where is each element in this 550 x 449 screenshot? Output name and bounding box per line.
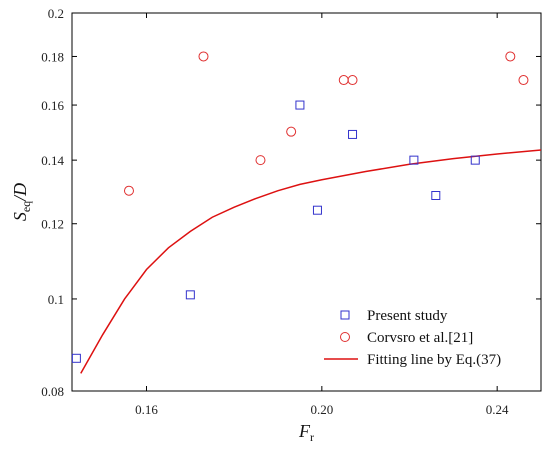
- corvsro-point: [505, 51, 516, 62]
- present-study-point: [431, 190, 441, 200]
- corvsro-point: [286, 126, 297, 137]
- x-axis-label-main: F: [298, 421, 311, 441]
- y-axis-label: Seq/D: [10, 183, 33, 221]
- legend-label-corvsro: Corvsro et al.[21]: [367, 330, 473, 346]
- y-axis-label-main: S: [10, 212, 30, 221]
- present-study-point: [295, 100, 305, 110]
- y-tick-label: 0.2: [48, 6, 64, 21]
- corvsro-point: [518, 75, 529, 86]
- y-tick-label: 0.16: [41, 98, 64, 113]
- y-tick-label: 0.14: [41, 153, 64, 168]
- corvsro-point: [347, 75, 358, 86]
- legend-square-marker: [340, 310, 350, 320]
- x-tick-label: 0.16: [135, 402, 158, 417]
- corvsro-point: [255, 155, 266, 166]
- present-study-point: [71, 353, 81, 363]
- axes: 0.16 0.20 0.24 0.08 0.1 0.12 0.14 0.16 0.18 0.2: [41, 6, 541, 417]
- legend-label-present-study: Present study: [367, 308, 448, 324]
- y-tick-label: 0.1: [48, 292, 64, 307]
- x-tick-label: 0.24: [486, 402, 509, 417]
- y-axis-label-sub: eq: [19, 201, 33, 212]
- legend-item-corvsro: Corvsro et al.[21]: [340, 330, 473, 346]
- fitting-line: [80, 149, 542, 374]
- present-study-point: [348, 129, 358, 139]
- x-tick-label: 0.20: [310, 402, 333, 417]
- y-tick-label: 0.08: [41, 384, 64, 399]
- legend-item-fitting-line: Fitting line by Eq.(37): [324, 352, 501, 368]
- present-study-point: [470, 155, 480, 165]
- corvsro-point: [123, 185, 134, 196]
- legend-circle-marker: [340, 332, 350, 342]
- x-axis-label-sub: r: [310, 430, 314, 444]
- y-axis-label-tail: /D: [10, 183, 30, 202]
- y-tick-label: 0.12: [41, 217, 64, 232]
- present-study-point: [409, 155, 419, 165]
- corvsro-point: [338, 75, 349, 86]
- legend-label-fitting-line: Fitting line by Eq.(37): [367, 352, 501, 368]
- x-axis-label: Fr: [298, 421, 314, 444]
- present-study-point: [312, 205, 322, 215]
- corvsro-point: [198, 51, 209, 62]
- y-tick-label: 0.18: [41, 49, 64, 64]
- plot-frame: [71, 12, 542, 392]
- data-marks: [71, 51, 542, 374]
- legend-item-present-study: Present study: [340, 308, 448, 324]
- legend: Present study Corvsro et al.[21] Fitting…: [324, 308, 501, 368]
- present-study-point: [185, 290, 195, 300]
